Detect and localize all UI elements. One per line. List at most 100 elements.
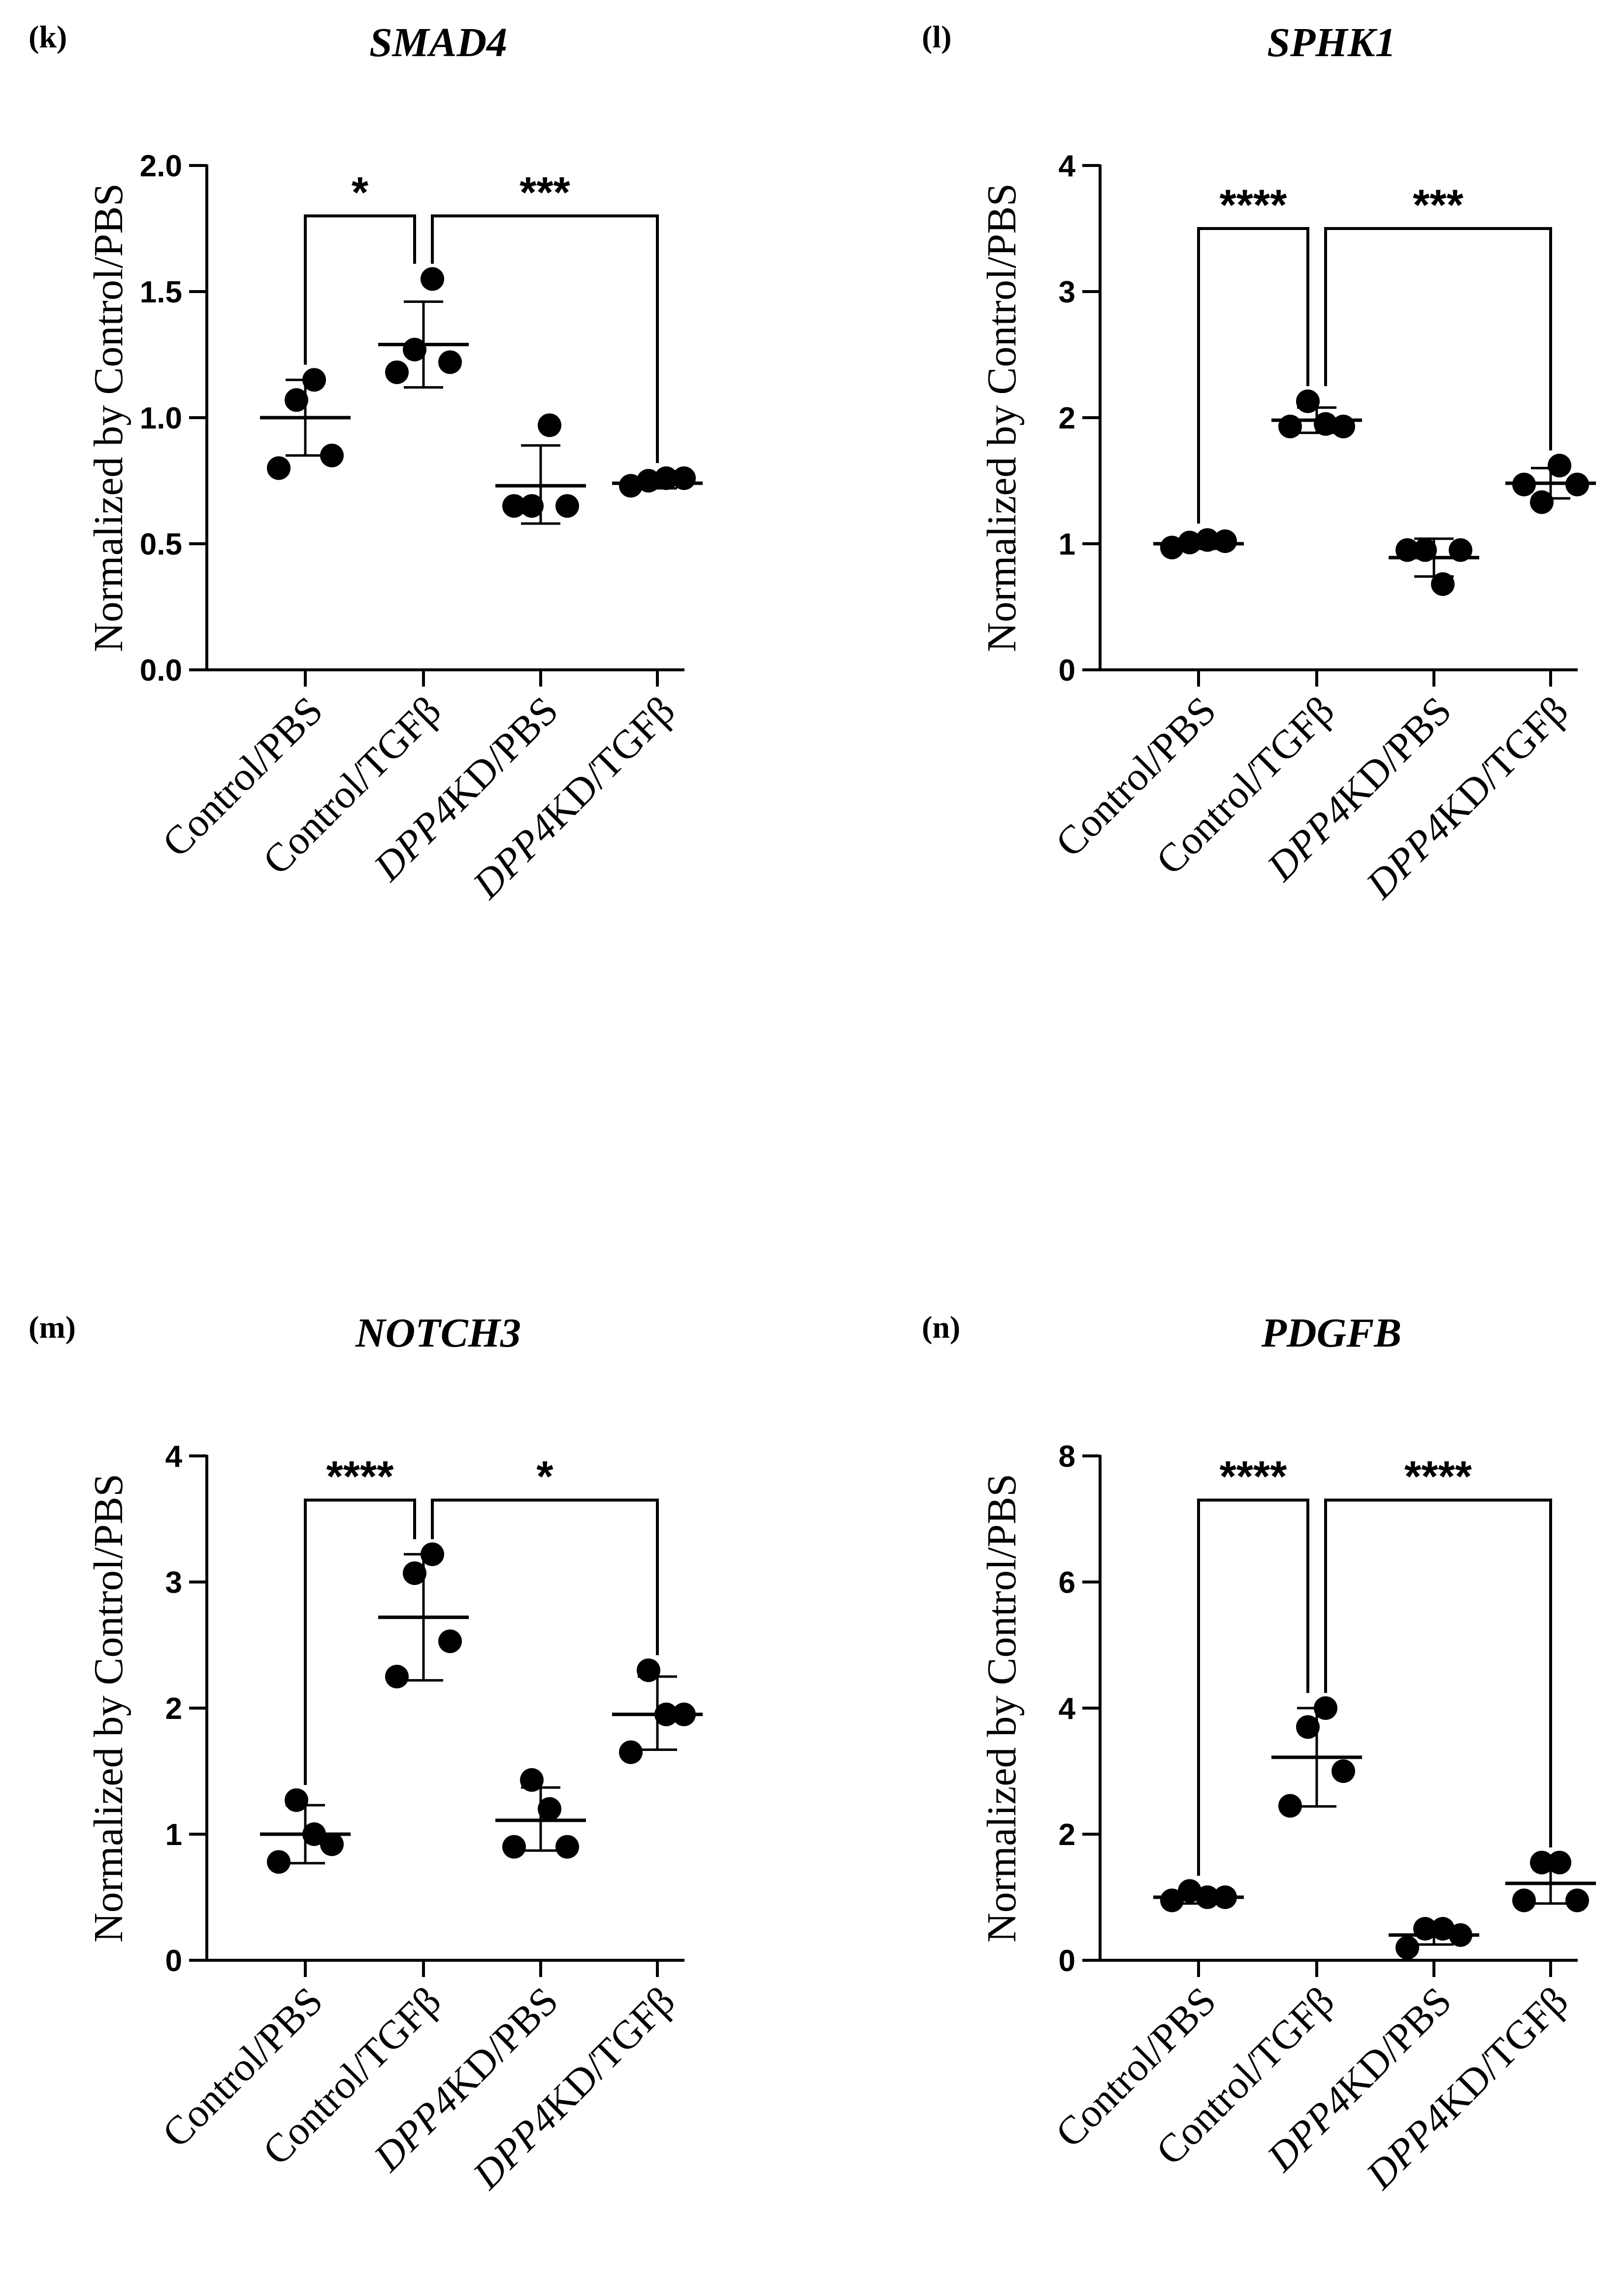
significance-label: **** (1220, 180, 1288, 229)
data-point (555, 1835, 579, 1859)
significance-bracket (1197, 227, 1309, 524)
data-point (403, 337, 426, 362)
data-point (619, 474, 643, 498)
data-point (1565, 1888, 1589, 1912)
significance-bracket (304, 214, 416, 365)
y-tick-label: 0.0 (140, 654, 182, 688)
data-point (1278, 414, 1302, 438)
data-point (1548, 454, 1571, 478)
significance-bracket (1197, 1498, 1309, 1876)
significance-label: *** (1413, 180, 1463, 229)
data-point (672, 466, 696, 490)
data-point (320, 443, 344, 467)
data-point (1431, 572, 1455, 596)
y-tick-label: 1.0 (140, 401, 182, 435)
data-point (421, 1542, 444, 1566)
significance-label: **** (326, 1452, 394, 1501)
data-point (1296, 389, 1320, 413)
data-point (302, 368, 326, 392)
data-point (267, 456, 291, 480)
significance-label: *** (520, 167, 570, 216)
y-tick-label: 4 (1059, 149, 1076, 183)
y-axis-label: Normalized by Control/PBS (86, 1474, 131, 1943)
y-tick-label: 4 (165, 1440, 183, 1474)
data-point (438, 1629, 462, 1653)
data-point (1314, 412, 1337, 436)
data-point (320, 1832, 344, 1856)
x-tick-label: DPP4KD/TGFβ (464, 688, 683, 907)
data-point (1332, 1759, 1355, 1783)
data-point (1296, 1715, 1320, 1739)
data-point (1530, 490, 1554, 514)
panel-label: (k) (29, 19, 67, 54)
y-tick-label: 1 (165, 1818, 182, 1852)
panel-title: PDGFB (1261, 1310, 1402, 1356)
y-tick-label: 0 (165, 1944, 182, 1978)
y-tick-label: 1 (1059, 528, 1075, 561)
y-tick-label: 0 (1059, 1944, 1075, 1978)
y-axis-label: Normalized by Control/PBS (979, 1474, 1025, 1943)
y-tick-label: 8 (1059, 1440, 1075, 1474)
data-point (385, 360, 409, 384)
significance-bracket (1324, 227, 1552, 451)
y-tick-label: 0.5 (140, 528, 182, 561)
panel-label: (m) (29, 1310, 76, 1345)
y-tick-label: 2.0 (140, 149, 182, 183)
y-tick-label: 2 (1059, 401, 1075, 435)
data-point (267, 1850, 291, 1874)
data-point (637, 1658, 660, 1682)
significance-label: **** (1404, 1452, 1472, 1501)
data-point (619, 1740, 643, 1764)
x-tick-label: DPP4KD/TGFβ (1357, 688, 1577, 907)
data-point (502, 1835, 526, 1859)
y-axis-label: Normalized by Control/PBS (979, 183, 1025, 652)
data-point (1530, 1850, 1554, 1875)
panel-smad4: (k) SMAD4 Normalized by Control/PBS 0.0 0.5 1… (29, 19, 703, 907)
data-point (555, 494, 579, 518)
y-tick-label: 3 (1059, 275, 1075, 309)
significance-bracket (431, 214, 659, 463)
data-point (637, 469, 660, 493)
significance-label: **** (1220, 1452, 1288, 1501)
data-point (502, 494, 526, 518)
panel-title: SMAD4 (369, 20, 507, 66)
y-tick-label: 2 (165, 1692, 182, 1726)
y-tick-label: 2 (1059, 1818, 1075, 1852)
y-tick-label: 4 (1059, 1692, 1076, 1726)
data-point (1512, 1888, 1536, 1912)
data-point (285, 388, 308, 412)
x-tick-label: DPP4KD/TGFβ (1357, 1978, 1577, 2198)
significance-label: * (536, 1452, 553, 1501)
data-point (438, 350, 462, 374)
panel-title: NOTCH3 (355, 1310, 521, 1356)
y-tick-label: 3 (165, 1566, 182, 1600)
data-point (421, 267, 444, 291)
x-tick-label: DPP4KD/TGFβ (464, 1978, 683, 2198)
data-point (1160, 535, 1184, 560)
data-point (1314, 1696, 1337, 1720)
y-axis-label: Normalized by Control/PBS (86, 183, 131, 652)
y-tick-label: 0 (1059, 654, 1075, 688)
panel-title: SPHK1 (1267, 20, 1396, 66)
significance-bracket (431, 1498, 659, 1655)
data-point (403, 1561, 426, 1585)
data-point (1196, 528, 1219, 552)
significance-label: * (352, 167, 369, 216)
y-tick-label: 6 (1059, 1566, 1075, 1600)
data-point (385, 1665, 409, 1688)
data-point (538, 413, 561, 437)
y-tick-label: 1.5 (140, 275, 182, 309)
data-point (1160, 1888, 1184, 1912)
data-point (1278, 1794, 1302, 1818)
data-point (1213, 529, 1237, 553)
data-point (1396, 1936, 1419, 1960)
data-point (285, 1788, 308, 1812)
data-point (1548, 1850, 1571, 1875)
data-point (520, 1768, 544, 1792)
panel-label: (l) (922, 19, 951, 54)
data-point (538, 1797, 561, 1821)
